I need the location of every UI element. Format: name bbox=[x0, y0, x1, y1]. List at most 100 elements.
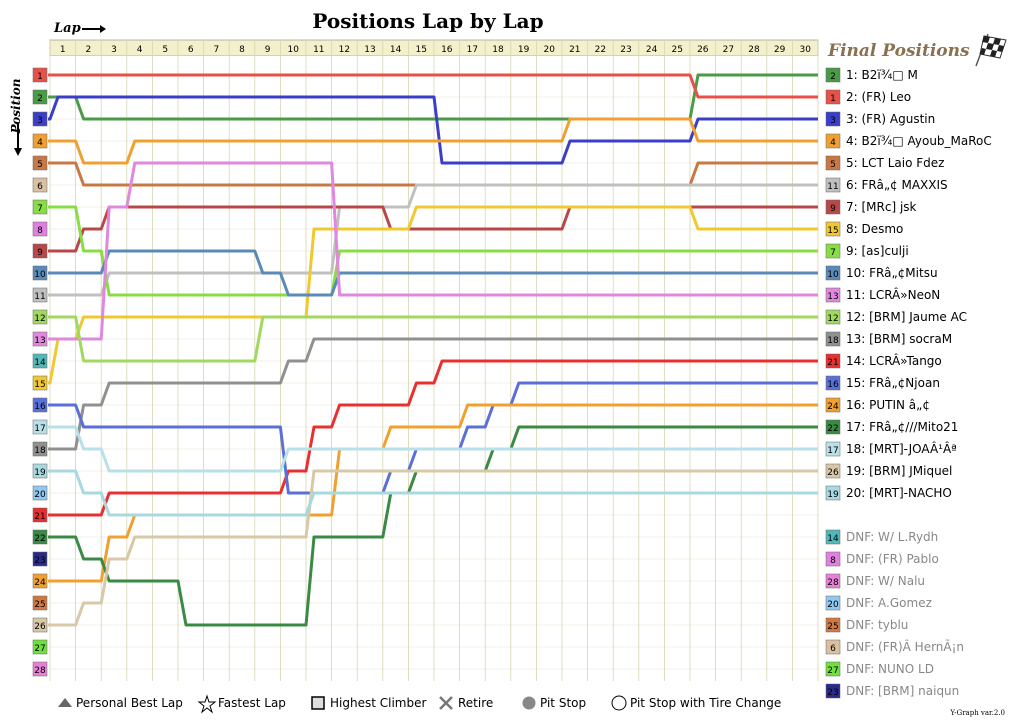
lap-tick-label: 16 bbox=[441, 45, 453, 55]
final-grid-box bbox=[825, 89, 841, 105]
personal-best-icon bbox=[58, 698, 72, 707]
y-axis-label: Position bbox=[9, 79, 23, 135]
dnf-entry: DNF: (FR) Pablo bbox=[846, 552, 939, 566]
lap-tick-label: 11 bbox=[313, 45, 324, 55]
final-grid-box bbox=[825, 243, 841, 259]
legend-label: Retire bbox=[458, 696, 493, 710]
lap-tick-label: 9 bbox=[265, 45, 271, 55]
start-position-label: 11 bbox=[34, 292, 45, 302]
series-line bbox=[48, 205, 818, 385]
lap-tick-label: 17 bbox=[467, 45, 478, 55]
final-grid-label: 17 bbox=[827, 446, 838, 456]
dnf-grid-box bbox=[825, 617, 841, 633]
start-position-box bbox=[32, 331, 48, 347]
start-position-label: 13 bbox=[34, 336, 45, 346]
final-position-entry: 9: [as]culji bbox=[846, 244, 909, 258]
final-grid-label: 26 bbox=[827, 468, 839, 478]
start-position-label: 28 bbox=[34, 666, 46, 676]
series-line bbox=[48, 161, 818, 341]
lap-tick-label: 2 bbox=[86, 45, 92, 55]
dnf-grid-box bbox=[825, 661, 841, 677]
legend: Personal Best Lap Fastest Lap Highest Clim… bbox=[58, 694, 781, 714]
dnf-grid-label: 28 bbox=[827, 578, 839, 588]
start-position-label: 17 bbox=[34, 424, 45, 434]
start-position-box bbox=[32, 529, 48, 545]
series-line bbox=[48, 469, 818, 627]
final-grid-box bbox=[825, 463, 841, 479]
retire-icon bbox=[439, 696, 453, 710]
dnf-grid-label: 8 bbox=[830, 556, 836, 566]
start-position-label: 4 bbox=[37, 138, 43, 148]
chart-title: Positions Lap by Lap bbox=[312, 9, 543, 33]
lap-tick-label: 25 bbox=[671, 45, 682, 55]
dnf-entry: DNF: W/ Nalu bbox=[846, 574, 925, 588]
final-grid-box bbox=[825, 67, 841, 83]
start-position-box bbox=[32, 309, 48, 325]
start-position-label: 19 bbox=[34, 468, 46, 478]
final-grid-box bbox=[825, 199, 841, 215]
start-position-label: 1 bbox=[37, 72, 43, 82]
final-position-entry: 19: [BRM] JMiquel bbox=[846, 464, 952, 478]
start-position-label: 25 bbox=[34, 600, 45, 610]
start-position-label: 3 bbox=[37, 116, 43, 126]
final-position-entry: 4: B2ï¾□ Ayoub_MaRoC bbox=[846, 134, 992, 148]
dnf-entry: DNF: [BRM] naiqun bbox=[846, 684, 959, 698]
series-line bbox=[48, 249, 818, 297]
start-position-label: 24 bbox=[34, 578, 46, 588]
start-position-box bbox=[32, 617, 48, 633]
dnf-entry: DNF: W/ L.Rydh bbox=[846, 530, 938, 544]
final-grid-box bbox=[825, 155, 841, 171]
lap-tick-label: 27 bbox=[723, 45, 734, 55]
series-line bbox=[48, 117, 818, 165]
series-line bbox=[48, 315, 818, 363]
lap-tick-label: 24 bbox=[646, 45, 658, 55]
start-position-box bbox=[32, 133, 48, 149]
dnf-grid-box bbox=[825, 529, 841, 545]
start-position-label: 14 bbox=[34, 358, 46, 368]
start-position-box bbox=[32, 243, 48, 259]
start-position-label: 16 bbox=[34, 402, 46, 412]
lap-tick-label: 15 bbox=[415, 45, 426, 55]
labels: 1 2 3 4 5 6 7 8 9 10 11 12 13 14 15 16 17 18 19 20 21 22 23 24 2… bbox=[32, 45, 992, 699]
pit-stop-tire-icon bbox=[611, 695, 627, 711]
start-position-label: 6 bbox=[37, 182, 43, 192]
lap-tick-label: 3 bbox=[111, 45, 117, 55]
start-position-box bbox=[32, 353, 48, 369]
final-grid-label: 18 bbox=[827, 336, 839, 346]
final-grid-label: 3 bbox=[830, 116, 836, 126]
fastest-lap-icon bbox=[197, 694, 217, 714]
legend-label: Personal Best Lap bbox=[76, 696, 183, 710]
final-grid-box bbox=[825, 265, 841, 281]
dnf-entry: DNF: NUNO LD bbox=[846, 662, 934, 676]
final-position-entry: 1: B2ï¾□ M bbox=[846, 68, 918, 82]
series-line bbox=[48, 359, 818, 517]
start-position-box bbox=[32, 639, 48, 655]
final-position-entry: 11: LCRÂ»NeoN bbox=[846, 287, 940, 302]
lap-tick-label: 19 bbox=[518, 45, 530, 55]
lap-tick-label: 28 bbox=[748, 45, 760, 55]
start-position-box bbox=[32, 177, 48, 193]
series-line bbox=[48, 183, 818, 297]
final-position-entry: 7: [MRc] jsk bbox=[846, 200, 917, 214]
start-position-box bbox=[32, 441, 48, 457]
start-position-box bbox=[32, 397, 48, 413]
lap-tick-label: 23 bbox=[620, 45, 631, 55]
start-position-box bbox=[32, 573, 48, 589]
dnf-grid-label: 14 bbox=[827, 534, 839, 544]
final-grid-label: 21 bbox=[827, 358, 838, 368]
final-grid-label: 22 bbox=[827, 424, 838, 434]
series-line bbox=[48, 469, 818, 517]
dnf-grid-label: 6 bbox=[830, 644, 836, 654]
start-position-box bbox=[32, 155, 48, 171]
start-position-box bbox=[32, 595, 48, 611]
lap-tick-label: 14 bbox=[390, 45, 402, 55]
start-position-box bbox=[32, 199, 48, 215]
final-grid-label: 15 bbox=[827, 226, 838, 236]
final-position-entry: 13: [BRM] socraM bbox=[846, 332, 952, 346]
lap-tick-label: 10 bbox=[287, 45, 299, 55]
dnf-grid-label: 27 bbox=[827, 666, 838, 676]
legend-label: Pit Stop bbox=[540, 696, 586, 710]
lap-tick-label: 6 bbox=[188, 45, 194, 55]
start-position-label: 10 bbox=[34, 270, 46, 280]
